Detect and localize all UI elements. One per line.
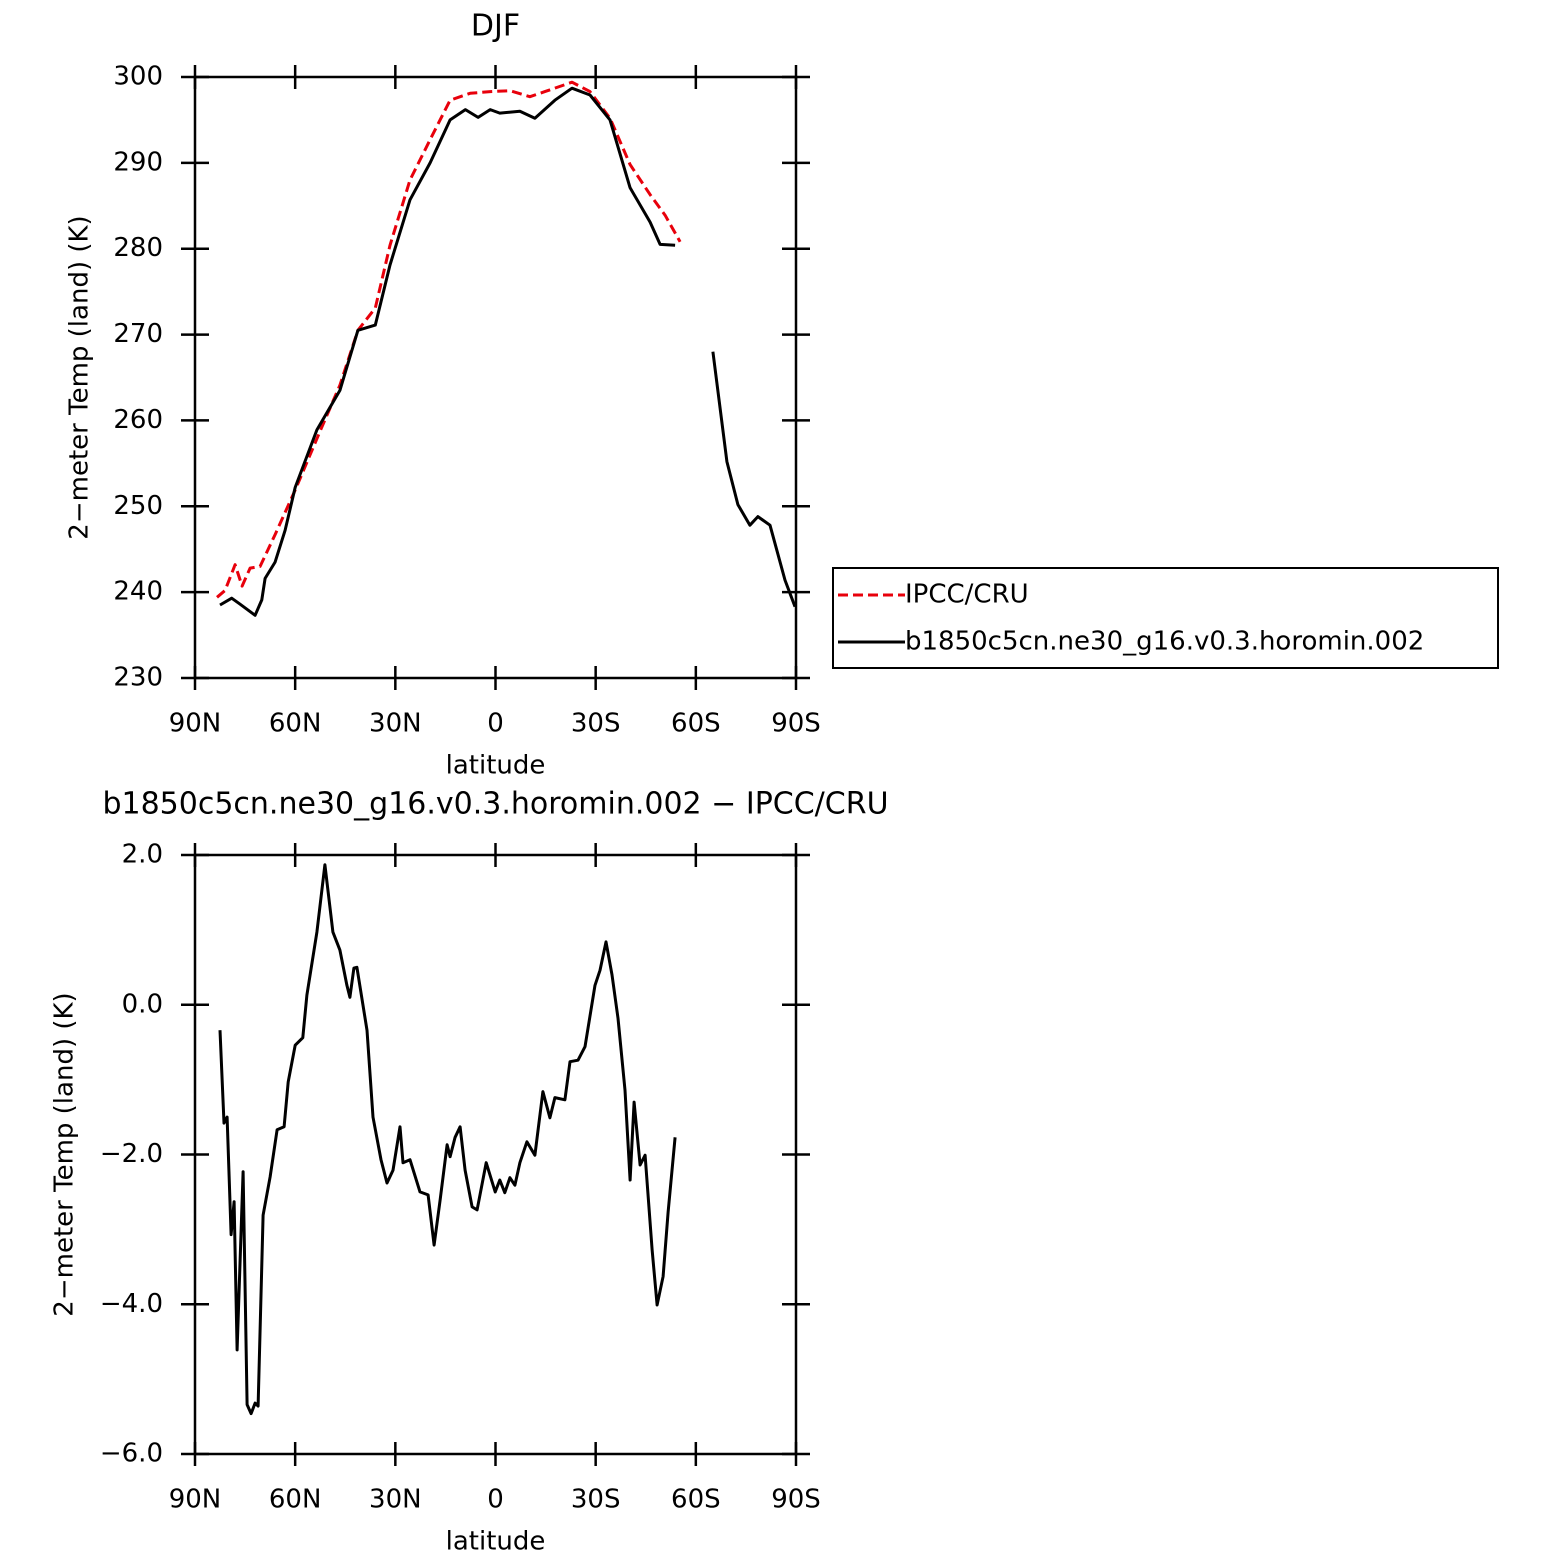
y-tick-label: 290	[113, 147, 163, 177]
x-tick-label: 0	[487, 709, 504, 739]
chart-title: b1850c5cn.ne30_g16.v0.3.horomin.002 − IP…	[102, 787, 888, 822]
y-tick-label: 260	[113, 405, 163, 435]
y-axis-label: 2−meter Temp (land) (K)	[50, 992, 80, 1316]
data-line	[218, 863, 677, 1416]
data-line	[711, 351, 797, 608]
legend-label: b1850c5cn.ne30_g16.v0.3.horomin.002	[905, 627, 1424, 657]
y-tick-label: 270	[113, 319, 163, 349]
x-tick-label: 60N	[269, 1485, 322, 1515]
plot-frame	[193, 75, 798, 680]
y-tick-label: 250	[113, 491, 163, 521]
chart-title: DJF	[471, 9, 520, 44]
x-tick-label: 30N	[369, 1485, 422, 1515]
data-line	[216, 80, 682, 599]
x-tick-label: 90N	[169, 1485, 222, 1515]
x-tick-label: 30N	[369, 709, 422, 739]
x-tick-label: 30S	[571, 1485, 621, 1515]
plot-frame	[193, 853, 798, 1456]
x-tick-label: 60N	[269, 709, 322, 739]
x-tick-label: 90S	[771, 709, 821, 739]
x-tick-label: 90S	[771, 1485, 821, 1515]
y-tick-label: −6.0	[100, 1439, 163, 1469]
y-tick-label: 240	[113, 577, 163, 607]
y-tick-label: 280	[113, 233, 163, 263]
y-tick-label: 0.0	[122, 989, 163, 1019]
x-tick-label: 30S	[571, 709, 621, 739]
x-tick-label: 60S	[671, 1485, 721, 1515]
x-axis-label: latitude	[446, 751, 546, 781]
legend-label: IPCC/CRU	[905, 580, 1029, 610]
y-tick-label: 2.0	[122, 840, 163, 870]
x-tick-label: 90N	[169, 709, 222, 739]
legend-box	[832, 567, 1499, 669]
data-line	[219, 86, 676, 617]
y-axis-label: 2−meter Temp (land) (K)	[65, 215, 95, 539]
y-tick-label: 300	[113, 62, 163, 92]
y-tick-label: −4.0	[100, 1289, 163, 1319]
x-axis-label: latitude	[446, 1527, 546, 1557]
x-tick-label: 60S	[671, 709, 721, 739]
y-tick-label: −2.0	[100, 1139, 163, 1169]
y-tick-label: 230	[113, 663, 163, 693]
x-tick-label: 0	[487, 1485, 504, 1515]
